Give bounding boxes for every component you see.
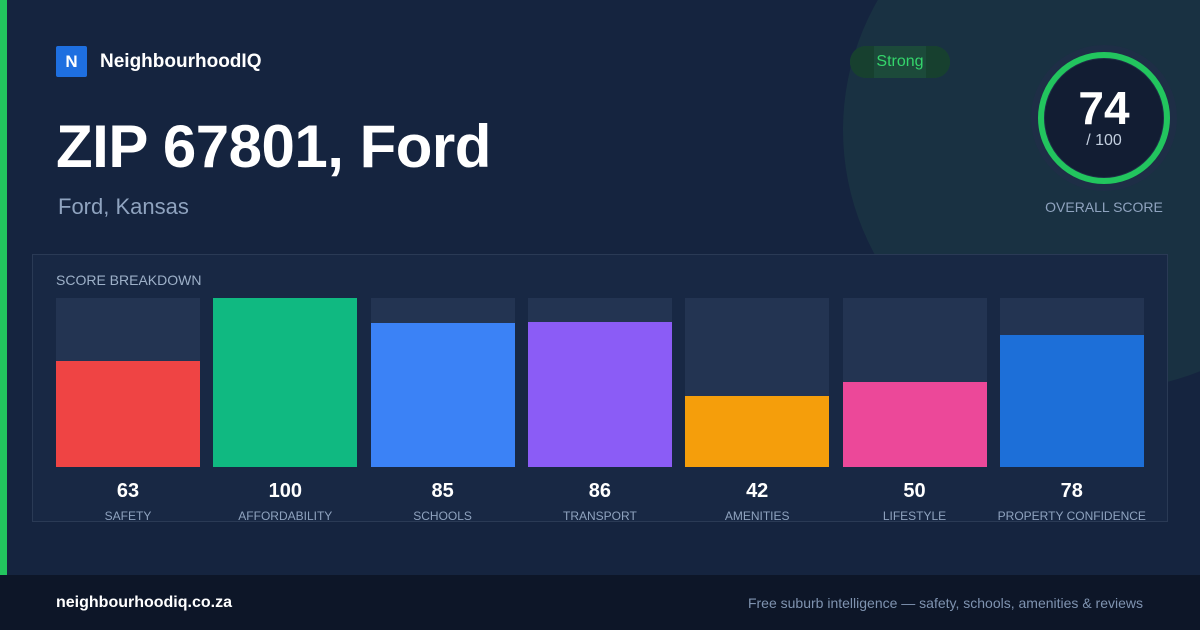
bar-value: 85 <box>431 480 454 502</box>
bar-fill <box>56 361 200 467</box>
bar-track <box>685 298 830 467</box>
score-breakdown-panel: SCORE BREAKDOWN 63 SAFETY 100 AFFORDABILITY… <box>32 254 1168 523</box>
bar-label: PROPERTY CONFIDENCE <box>997 509 1146 523</box>
score-bar-affordability: 100 AFFORDABILITY <box>213 298 358 523</box>
bar-fill <box>527 322 672 467</box>
rating-badge: Strong <box>850 46 950 78</box>
bar-value: 86 <box>588 480 612 502</box>
bar-value: 42 <box>746 480 769 502</box>
brand[interactable]: N NeighbourhoodIQ <box>56 46 261 77</box>
bar-track <box>842 298 987 467</box>
score-bar-safety: 63 SAFETY <box>56 298 200 523</box>
score-bar-amenities: 42 AMENITIES <box>685 298 830 523</box>
bar-track <box>56 298 200 467</box>
bar-fill <box>213 298 358 467</box>
brand-logo-icon: N <box>56 46 87 77</box>
accent-bar <box>0 0 7 575</box>
score-bar-schools: 85 SCHOOLS <box>370 298 515 523</box>
bar-label: AMENITIES <box>724 509 790 523</box>
bar-track <box>999 298 1144 467</box>
bar-track <box>527 298 672 467</box>
bar-track <box>213 298 358 467</box>
page-title: ZIP 67801, Ford <box>56 113 491 180</box>
score-bar-transport: 86 TRANSPORT <box>527 298 672 523</box>
bar-label: SCHOOLS <box>413 509 472 523</box>
bar-fill <box>999 335 1144 467</box>
bar-label: SAFETY <box>104 509 152 523</box>
location-subtitle: Ford, Kansas <box>58 194 189 219</box>
bar-label: LIFESTYLE <box>882 509 947 523</box>
bar-fill <box>370 323 515 467</box>
share-card: N NeighbourhoodIQ ZIP 67801, Ford Ford, … <box>0 0 1200 575</box>
footer-url-link[interactable]: neighbourhoodiq.co.za <box>56 594 232 611</box>
bar-value: 50 <box>903 480 926 502</box>
bar-label: AFFORDABILITY <box>238 509 333 523</box>
breakdown-title: SCORE BREAKDOWN <box>56 272 202 288</box>
overall-score-gauge <box>1031 45 1177 191</box>
brand-name: NeighbourhoodIQ <box>100 50 262 72</box>
overall-score-value: 74 <box>1078 82 1130 134</box>
rating-badge-label: Strong <box>876 53 924 70</box>
bar-label: TRANSPORT <box>562 509 637 523</box>
bar-value: 100 <box>268 480 302 502</box>
gauge-progress-ring <box>1038 52 1170 184</box>
score-bar-property-confidence: 78 PROPERTY CONFIDENCE <box>998 298 1146 523</box>
footer: neighbourhoodiq.co.za Free suburb intell… <box>0 575 1200 630</box>
bar-fill <box>685 396 830 467</box>
overall-score-label: OVERALL SCORE <box>1045 199 1163 215</box>
footer-tagline: Free suburb intelligence — safety, schoo… <box>747 595 1143 611</box>
bar-value: 78 <box>1060 480 1083 502</box>
bar-fill <box>842 382 987 467</box>
bar-track <box>370 298 515 467</box>
bar-value: 63 <box>116 480 140 502</box>
score-bar-lifestyle: 50 LIFESTYLE <box>842 298 987 523</box>
overall-score-max: / 100 <box>1086 132 1122 149</box>
